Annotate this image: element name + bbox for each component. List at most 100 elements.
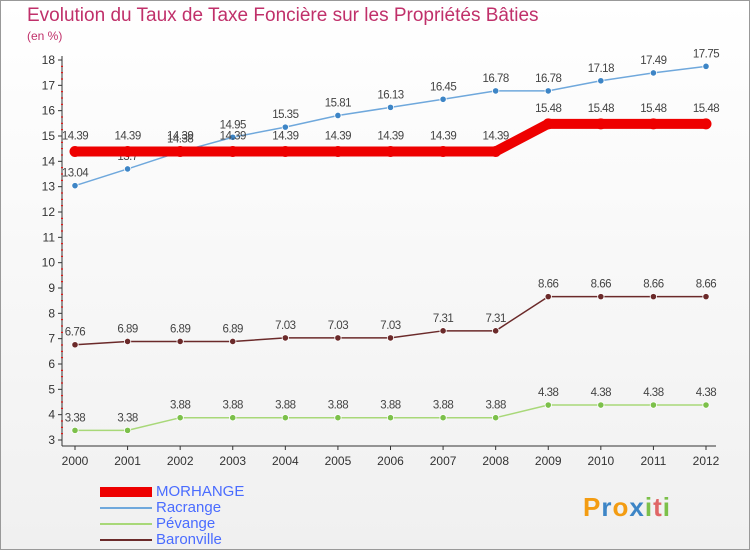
y-tick-label: 16 <box>42 104 56 118</box>
data-label-racrange: 17.49 <box>640 55 666 67</box>
data-label-morhange: 15.48 <box>693 103 719 115</box>
y-minor-tick <box>61 255 63 257</box>
legend-swatch-morhange <box>100 487 152 497</box>
x-tick-label: 2008 <box>482 454 509 468</box>
data-point-baronville <box>649 293 658 301</box>
y-minor-tick <box>61 198 63 200</box>
y-minor-tick <box>61 103 63 105</box>
data-label-baronville: 7.03 <box>328 320 348 332</box>
y-minor-tick <box>61 129 63 131</box>
y-minor-tick <box>61 141 63 143</box>
data-label-pevange: 3.88 <box>328 400 348 412</box>
data-point-baronville <box>176 337 184 346</box>
data-label-pevange: 4.38 <box>538 387 558 399</box>
y-tick-label: 17 <box>42 78 56 92</box>
data-point-racrange <box>123 165 132 173</box>
y-minor-tick <box>61 65 63 67</box>
data-label-racrange: 16.78 <box>483 73 509 85</box>
data-point-racrange <box>334 111 342 120</box>
legend-label-morhange: MORHANGE <box>156 483 245 500</box>
y-minor-tick <box>61 249 63 251</box>
y-minor-tick <box>61 78 63 80</box>
data-label-morhange: 14.39 <box>220 130 246 142</box>
data-point-pevange <box>649 401 658 409</box>
data-point-morhange <box>122 145 134 157</box>
y-tick-label: 6 <box>48 357 55 371</box>
x-tick-label: 2003 <box>219 454 246 468</box>
data-point-morhange <box>227 145 239 157</box>
y-minor-tick <box>61 357 63 359</box>
y-minor-tick <box>61 376 63 378</box>
x-tick-label: 2002 <box>167 454 194 468</box>
data-point-baronville <box>439 327 447 335</box>
y-tick-label: 5 <box>48 382 55 396</box>
y-minor-tick <box>61 230 63 232</box>
y-tick-label: 4 <box>48 408 55 422</box>
data-point-baronville <box>281 334 289 342</box>
data-label-pevange: 4.38 <box>643 387 663 399</box>
y-minor-tick <box>61 420 63 422</box>
data-point-pevange <box>492 414 500 422</box>
y-minor-tick <box>61 154 63 156</box>
y-tick-label: 7 <box>48 332 55 346</box>
y-minor-tick <box>61 274 63 276</box>
data-label-pevange: 3.88 <box>485 400 505 412</box>
data-label-racrange: 14.38 <box>167 134 193 146</box>
data-point-morhange <box>647 118 659 130</box>
data-label-morhange: 14.39 <box>430 130 456 142</box>
data-label-morhange: 14.39 <box>114 130 140 142</box>
data-label-baronville: 6.89 <box>117 323 137 335</box>
data-point-pevange <box>229 414 237 422</box>
logo-letter: P <box>583 492 602 522</box>
data-label-morhange: 14.39 <box>325 130 351 142</box>
y-minor-tick <box>61 331 63 333</box>
y-tick-label: 12 <box>42 205 56 219</box>
y-minor-tick <box>61 217 63 219</box>
y-minor-tick <box>61 382 63 384</box>
x-tick-label: 2009 <box>535 454 562 468</box>
y-tick-label: 10 <box>42 256 56 270</box>
y-minor-tick <box>61 300 63 302</box>
y-tick-label: 9 <box>48 281 55 295</box>
data-point-racrange <box>597 77 605 85</box>
data-point-baronville <box>386 334 395 342</box>
y-minor-tick <box>61 344 63 346</box>
data-label-baronville: 8.66 <box>643 279 663 291</box>
data-point-racrange <box>281 123 289 131</box>
y-minor-tick <box>61 148 63 150</box>
data-label-baronville: 6.76 <box>65 327 85 339</box>
data-label-racrange: 16.13 <box>377 89 403 101</box>
x-tick-label: 2000 <box>62 454 89 468</box>
data-label-racrange: 16.78 <box>535 73 561 85</box>
data-point-pevange <box>544 401 552 409</box>
y-tick-label: 8 <box>48 306 55 320</box>
y-minor-tick <box>61 72 63 74</box>
x-tick-label: 2005 <box>325 454 352 468</box>
data-point-baronville <box>544 293 552 301</box>
data-point-pevange <box>123 426 132 434</box>
legend-label-pevange: Pévange <box>156 515 216 532</box>
y-minor-tick <box>61 319 63 321</box>
data-label-racrange: 14.95 <box>220 119 246 131</box>
data-label-racrange: 13.04 <box>62 168 89 180</box>
data-point-racrange <box>71 182 79 190</box>
data-label-morhange: 14.39 <box>62 130 88 142</box>
data-label-morhange: 14.39 <box>377 130 403 142</box>
data-label-baronville: 6.89 <box>223 323 243 335</box>
data-point-morhange <box>490 145 502 157</box>
data-label-baronville: 7.03 <box>380 320 400 332</box>
y-minor-tick <box>61 426 63 428</box>
data-label-morhange: 14.39 <box>483 130 509 142</box>
data-label-morhange: 15.48 <box>588 103 614 115</box>
y-minor-tick <box>61 401 63 403</box>
y-minor-tick <box>61 116 63 118</box>
data-label-morhange: 14.39 <box>167 130 193 142</box>
data-point-morhange <box>700 118 712 130</box>
data-point-pevange <box>702 401 710 409</box>
data-label-pevange: 3.88 <box>275 400 295 412</box>
y-minor-tick <box>61 350 63 352</box>
data-point-morhange <box>279 145 291 157</box>
data-point-morhange <box>437 145 449 157</box>
data-label-pevange: 3.38 <box>65 412 85 424</box>
